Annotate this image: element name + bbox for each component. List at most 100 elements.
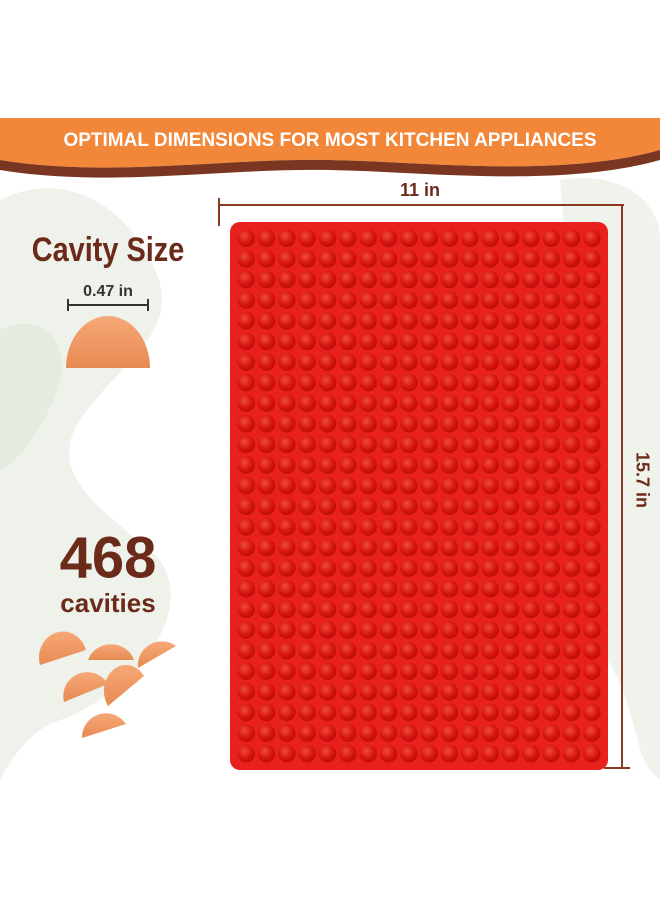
cavity xyxy=(583,250,601,268)
cavity xyxy=(339,662,357,680)
cavity xyxy=(237,332,255,351)
cavity xyxy=(400,662,418,680)
cavity xyxy=(522,641,540,660)
cavity xyxy=(501,291,520,309)
cavity xyxy=(237,662,255,680)
cavity xyxy=(420,373,438,392)
cavity xyxy=(461,270,479,289)
cavity xyxy=(298,435,316,454)
cavity xyxy=(501,270,520,289)
cavity xyxy=(501,373,520,392)
cavity xyxy=(461,353,479,371)
cavity xyxy=(542,332,560,351)
cavity xyxy=(522,703,540,722)
cavity xyxy=(420,435,438,454)
cavity xyxy=(501,518,520,536)
cavity xyxy=(440,270,459,289)
cavity xyxy=(542,518,560,536)
cavity xyxy=(583,415,601,433)
cavity xyxy=(400,373,418,392)
cavity xyxy=(298,683,316,701)
cavity xyxy=(278,662,296,680)
cavity xyxy=(501,332,520,351)
cavity xyxy=(339,600,357,619)
cavity xyxy=(501,312,520,330)
cavity xyxy=(400,724,418,742)
cavity xyxy=(339,394,357,412)
cavity xyxy=(501,683,520,701)
cavity xyxy=(318,353,337,371)
cavity xyxy=(542,476,560,495)
cavity xyxy=(501,703,520,722)
cavity xyxy=(359,497,377,516)
cavity xyxy=(562,394,581,412)
cavity xyxy=(461,600,479,619)
cavity xyxy=(481,291,499,309)
cavity xyxy=(379,435,398,454)
cavity xyxy=(420,641,438,660)
cavity xyxy=(562,229,581,248)
cavity xyxy=(257,250,276,268)
cavity xyxy=(318,662,337,680)
cavity xyxy=(400,621,418,639)
cavity xyxy=(440,559,459,577)
cavity xyxy=(278,621,296,639)
cavity xyxy=(400,415,418,433)
cavity xyxy=(237,456,255,474)
cavity xyxy=(481,456,499,474)
cavity xyxy=(522,559,540,577)
cavity xyxy=(481,497,499,516)
cavity xyxy=(481,312,499,330)
cavity xyxy=(440,683,459,701)
cavity xyxy=(298,456,316,474)
cavity xyxy=(257,538,276,557)
cavity xyxy=(237,683,255,701)
cavity xyxy=(359,250,377,268)
cavity xyxy=(461,580,479,598)
cavity xyxy=(298,229,316,248)
cavity-size: 0.47 in xyxy=(83,283,133,300)
cavity xyxy=(440,353,459,371)
cavity xyxy=(562,373,581,392)
cavity xyxy=(461,332,479,351)
cavity xyxy=(461,476,479,495)
cavity xyxy=(359,456,377,474)
cavity xyxy=(542,497,560,516)
cavity xyxy=(339,332,357,351)
cavity xyxy=(257,373,276,392)
cavity xyxy=(542,229,560,248)
cavity xyxy=(583,270,601,289)
cavity xyxy=(359,435,377,454)
banner-title: OPTIMAL DIMENSIONS FOR MOST KITCHEN APPL… xyxy=(63,130,596,151)
cavity xyxy=(481,229,499,248)
width-label: 11 in xyxy=(400,180,440,200)
cavity xyxy=(298,353,316,371)
cavity xyxy=(522,250,540,268)
cavity xyxy=(501,662,520,680)
cavity xyxy=(542,683,560,701)
cavity xyxy=(257,683,276,701)
cavity xyxy=(522,291,540,309)
cavity xyxy=(522,312,540,330)
cavity xyxy=(359,353,377,371)
cavity xyxy=(501,559,520,577)
cavity xyxy=(278,703,296,722)
cavity xyxy=(400,518,418,536)
cavity xyxy=(237,250,255,268)
cavity xyxy=(400,580,418,598)
cavity xyxy=(461,312,479,330)
cavity xyxy=(522,744,540,763)
cavity xyxy=(339,724,357,742)
cavity xyxy=(562,580,581,598)
cavity xyxy=(583,229,601,248)
cavity xyxy=(318,394,337,412)
cavity xyxy=(257,662,276,680)
cavity xyxy=(257,394,276,412)
cavity xyxy=(257,291,276,309)
background-blob xyxy=(0,323,62,470)
cavity xyxy=(420,476,438,495)
cavity xyxy=(359,621,377,639)
cavity xyxy=(440,312,459,330)
cavity xyxy=(298,662,316,680)
